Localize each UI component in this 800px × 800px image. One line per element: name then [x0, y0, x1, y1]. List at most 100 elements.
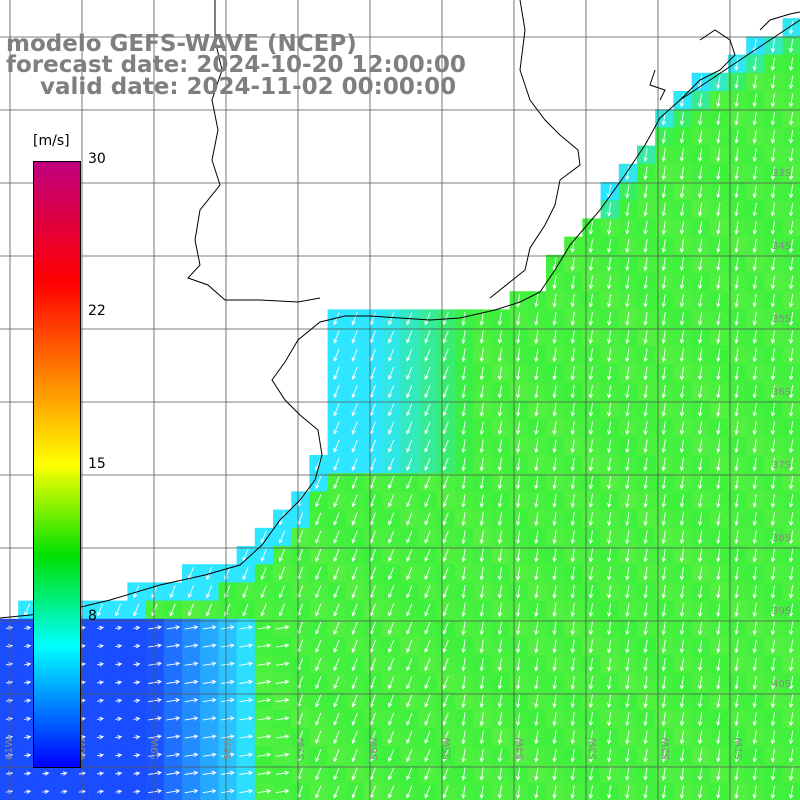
wind-arrow	[24, 625, 32, 631]
wind-arrow	[552, 439, 557, 454]
wind-arrow	[752, 439, 757, 454]
wind-arrow	[752, 366, 757, 381]
wind-arrow	[406, 676, 413, 690]
wind-arrow	[570, 585, 575, 599]
wind-arrow	[716, 439, 721, 454]
wind-arrow	[534, 330, 539, 345]
wind-arrow	[24, 680, 32, 685]
wind-arrow	[351, 567, 358, 581]
wind-arrow	[788, 694, 794, 709]
wind-arrow	[221, 770, 235, 776]
wind-arrow	[552, 312, 557, 326]
wind-arrow	[788, 239, 794, 254]
wind-arrow	[424, 658, 431, 672]
wind-arrow	[770, 111, 776, 126]
wind-arrow	[643, 494, 648, 508]
wind-arrow	[588, 548, 594, 563]
wind-arrow	[643, 457, 648, 472]
wind-arrow	[461, 621, 466, 636]
wind-arrow	[333, 567, 340, 581]
wind-arrow	[588, 494, 594, 508]
wind-arrow	[315, 603, 322, 617]
wind-arrow	[625, 202, 630, 217]
wind-arrow	[97, 680, 105, 685]
wind-arrow	[716, 75, 721, 90]
wind-arrow	[515, 694, 521, 709]
wind-arrow	[552, 676, 557, 690]
wind-arrow	[424, 457, 431, 472]
wind-arrow	[202, 752, 217, 757]
wind-arrow	[679, 585, 685, 599]
wind-arrow	[257, 770, 272, 776]
wind-arrow	[788, 421, 794, 436]
wind-arrow	[461, 475, 466, 490]
wind-arrow	[697, 239, 703, 254]
wind-arrow	[333, 494, 340, 508]
wind-arrow	[661, 585, 666, 599]
wind-arrow	[643, 330, 648, 345]
wind-arrow	[534, 403, 539, 417]
wind-arrow	[351, 512, 358, 526]
wind-arrow	[97, 789, 105, 794]
wind-arrow	[697, 603, 703, 618]
wind-arrow	[770, 603, 776, 618]
wind-arrow	[661, 330, 666, 345]
colorbar	[33, 161, 81, 768]
wind-arrow	[424, 603, 431, 617]
wind-arrow	[315, 658, 322, 672]
wind-arrow	[570, 712, 575, 727]
lat-label: 34S	[772, 241, 791, 252]
wind-arrow	[716, 475, 721, 490]
wind-arrow	[406, 603, 413, 617]
wind-arrow	[515, 384, 521, 399]
wind-arrow	[661, 366, 666, 381]
lon-label: 60W	[77, 737, 88, 760]
coastline	[0, 0, 800, 619]
wind-arrow	[115, 734, 123, 740]
wind-arrow	[770, 421, 776, 436]
wind-arrow	[588, 384, 594, 399]
wind-arrow	[770, 130, 776, 144]
wind-arrow	[369, 312, 376, 326]
wind-arrow	[625, 694, 630, 709]
wind-arrow	[442, 694, 449, 708]
wind-arrow	[534, 603, 539, 618]
wind-arrow	[275, 679, 290, 685]
wind-arrow	[388, 676, 395, 690]
wind-arrow	[479, 694, 484, 709]
wind-arrow	[333, 403, 340, 417]
wind-arrow	[770, 57, 776, 72]
wind-arrow	[257, 643, 272, 648]
wind-arrow	[461, 421, 466, 436]
wind-arrow	[770, 512, 776, 527]
wind-arrow	[442, 585, 449, 599]
wind-arrow	[184, 697, 199, 703]
wind-arrow	[534, 457, 539, 472]
wind-arrow	[479, 457, 484, 472]
wind-arrow	[752, 566, 757, 581]
wind-arrow	[752, 767, 757, 781]
wind-arrow	[333, 512, 340, 526]
wind-arrow	[351, 785, 358, 799]
wind-arrow	[788, 75, 794, 90]
wind-arrow	[461, 512, 466, 527]
wind-arrow	[716, 330, 721, 345]
wind-arrow	[534, 512, 539, 527]
wind-arrow	[497, 639, 503, 654]
wind-arrow	[166, 643, 181, 648]
wind-arrow	[60, 789, 68, 794]
title-model: modelo GEFS-WAVE (NCEP)	[6, 31, 357, 57]
wind-arrow	[588, 785, 594, 800]
wind-arrow	[166, 697, 181, 703]
wind-arrow	[461, 712, 466, 727]
wind-arrow	[97, 753, 105, 758]
wind-arrow	[679, 384, 685, 399]
wind-arrow	[679, 148, 685, 163]
wind-arrow	[625, 293, 630, 308]
wind-arrow	[606, 712, 612, 727]
wind-arrow	[133, 625, 141, 631]
wind-arrow	[239, 679, 254, 685]
wind-arrow	[369, 767, 376, 781]
wind-arrow	[461, 676, 466, 690]
wind-arrow	[788, 275, 794, 290]
